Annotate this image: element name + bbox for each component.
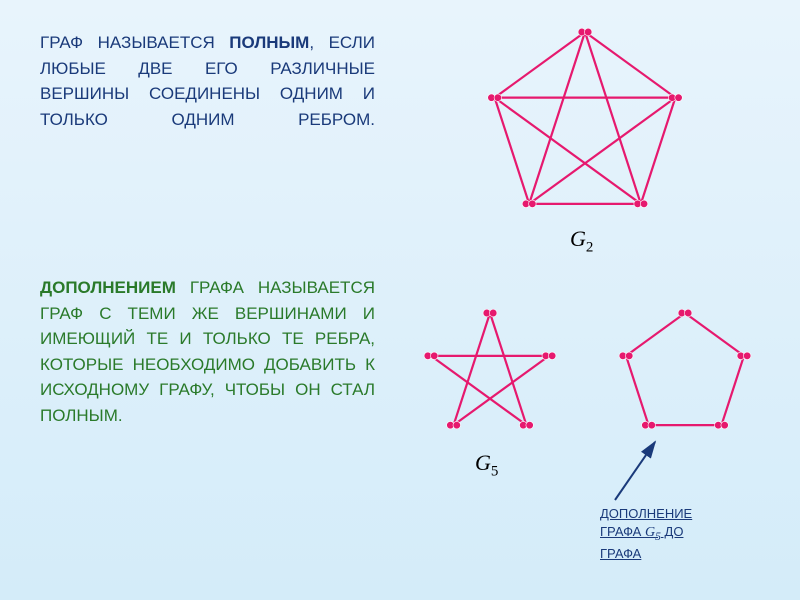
arrow bbox=[580, 430, 680, 510]
graph-g2 bbox=[455, 12, 715, 232]
definition-complete-graph: ГРАФ НАЗЫВАЕТСЯ ПОЛНЫМ, ЕСЛИ ЛЮБЫЕ ДВЕ Е… bbox=[40, 30, 375, 132]
graph-g5 bbox=[405, 290, 575, 450]
text-bold: ДОПОЛНЕНИЕМ bbox=[40, 278, 176, 297]
graph-complement bbox=[600, 290, 770, 450]
caption-g: G5 bbox=[645, 525, 661, 540]
graph-g5-label: G5 bbox=[475, 450, 498, 480]
caption-line: ДОПОЛНЕНИЕ bbox=[600, 506, 692, 521]
label-letter: G bbox=[475, 450, 491, 475]
text-bold: ПОЛНЫМ bbox=[229, 33, 309, 52]
graph-g2-label: G2 bbox=[570, 226, 593, 256]
text: ГРАФА НАЗЫВАЕТСЯ ГРАФ С ТЕМИ ЖЕ ВЕРШИНАМ… bbox=[40, 278, 375, 425]
caption-line: ДО bbox=[661, 524, 684, 539]
complement-caption: ДОПОЛНЕНИЕ ГРАФА G5 ДО ГРАФА bbox=[600, 505, 692, 564]
definition-complement-graph: ДОПОЛНЕНИЕМ ГРАФА НАЗЫВАЕТСЯ ГРАФ С ТЕМИ… bbox=[40, 275, 375, 428]
label-sub: 2 bbox=[586, 239, 594, 255]
text: ГРАФ НАЗЫВАЕТСЯ bbox=[40, 33, 229, 52]
label-sub: 5 bbox=[491, 463, 499, 479]
label-letter: G bbox=[570, 226, 586, 251]
caption-line: ГРАФА bbox=[600, 524, 645, 539]
caption-line: ГРАФА bbox=[600, 546, 641, 561]
